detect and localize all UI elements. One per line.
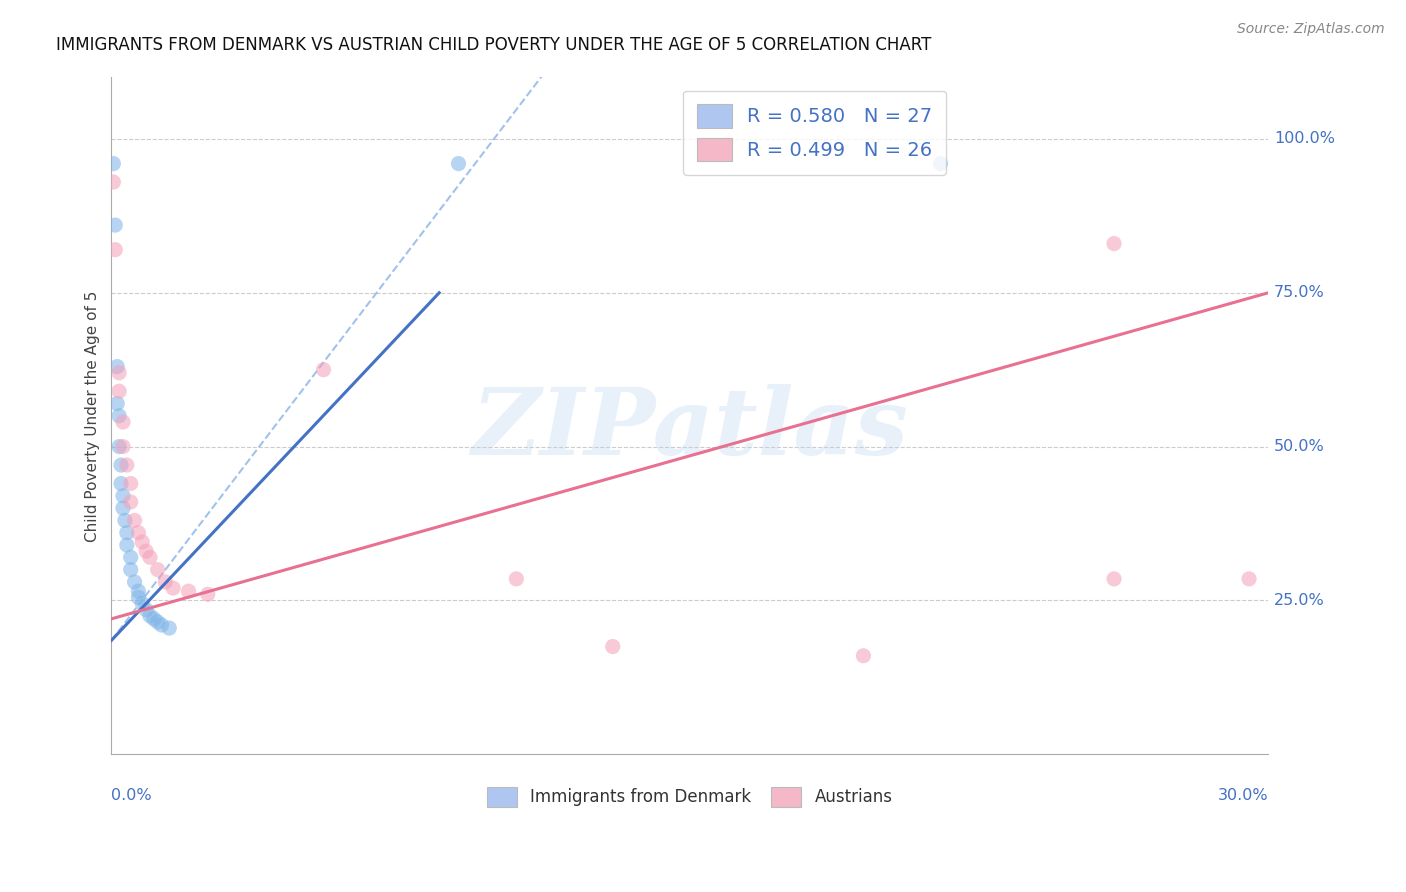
Text: 100.0%: 100.0% <box>1274 131 1336 146</box>
Point <box>157 621 180 635</box>
Point <box>103 175 125 189</box>
Y-axis label: Child Poverty Under the Age of 5: Child Poverty Under the Age of 5 <box>86 290 100 541</box>
Point <box>120 563 142 577</box>
Point <box>114 513 136 527</box>
Point <box>131 597 153 611</box>
Point <box>111 501 134 516</box>
Point <box>127 584 149 599</box>
Point <box>120 550 142 565</box>
Point <box>139 550 162 565</box>
Point <box>1102 236 1125 251</box>
Point <box>124 513 146 527</box>
Point <box>104 218 127 232</box>
Point <box>139 608 162 623</box>
Point <box>135 544 157 558</box>
Point <box>127 591 149 605</box>
Point <box>505 572 527 586</box>
Point <box>447 156 470 170</box>
Point <box>146 563 169 577</box>
Point <box>312 362 335 376</box>
Point <box>120 495 142 509</box>
Point <box>1237 572 1260 586</box>
Text: ZIPatlas: ZIPatlas <box>471 384 908 475</box>
Point <box>162 581 184 595</box>
Point <box>135 602 157 616</box>
Point <box>111 415 134 429</box>
Text: IMMIGRANTS FROM DENMARK VS AUSTRIAN CHILD POVERTY UNDER THE AGE OF 5 CORRELATION: IMMIGRANTS FROM DENMARK VS AUSTRIAN CHIL… <box>56 36 932 54</box>
Point <box>150 618 173 632</box>
Point <box>155 574 177 589</box>
Point <box>115 525 138 540</box>
Point <box>111 440 134 454</box>
Text: Source: ZipAtlas.com: Source: ZipAtlas.com <box>1237 22 1385 37</box>
Point <box>177 584 200 599</box>
Point <box>115 538 138 552</box>
Point <box>108 366 131 380</box>
Text: 75.0%: 75.0% <box>1274 285 1324 301</box>
Text: 25.0%: 25.0% <box>1274 593 1324 608</box>
Point <box>111 489 134 503</box>
Point <box>105 359 128 374</box>
Point <box>110 458 132 472</box>
Text: 0.0%: 0.0% <box>111 788 152 803</box>
Legend: Immigrants from Denmark, Austrians: Immigrants from Denmark, Austrians <box>481 780 900 814</box>
Text: 50.0%: 50.0% <box>1274 439 1324 454</box>
Point <box>602 640 624 654</box>
Point <box>1102 572 1125 586</box>
Text: 30.0%: 30.0% <box>1218 788 1268 803</box>
Point <box>131 535 153 549</box>
Point <box>105 396 128 410</box>
Point <box>110 476 132 491</box>
Point <box>124 574 146 589</box>
Point <box>108 384 131 399</box>
Point <box>108 440 131 454</box>
Point <box>127 525 149 540</box>
Point <box>852 648 875 663</box>
Point <box>115 458 138 472</box>
Point <box>104 243 127 257</box>
Point <box>142 612 165 626</box>
Point <box>146 615 169 629</box>
Point <box>108 409 131 423</box>
Point <box>929 156 952 170</box>
Point <box>103 156 125 170</box>
Point <box>197 587 219 601</box>
Point <box>120 476 142 491</box>
